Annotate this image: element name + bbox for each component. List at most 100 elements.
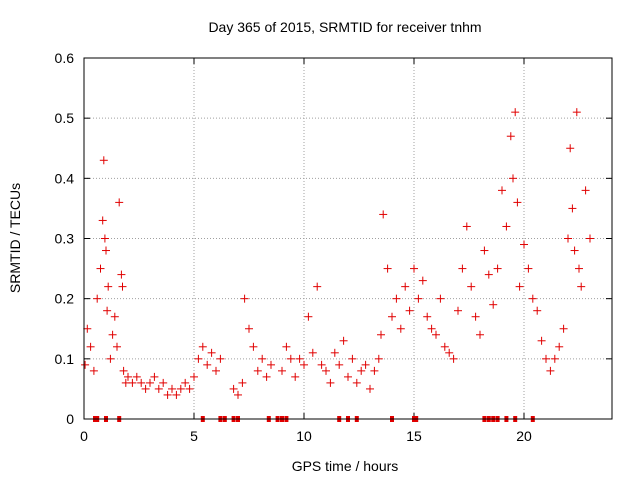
data-point: [511, 108, 520, 117]
data-point: [291, 372, 300, 381]
data-point: [361, 360, 370, 369]
data-point: [546, 366, 555, 375]
data-point: [96, 264, 105, 273]
data-point: [132, 372, 141, 381]
data-point: [480, 246, 489, 255]
data-point: [103, 306, 112, 315]
data-point: [570, 246, 579, 255]
data-point: [445, 348, 454, 357]
data-point: [513, 198, 522, 207]
y-tick-label: 0.4: [55, 170, 75, 186]
data-point: [198, 342, 207, 351]
data-point: [366, 384, 374, 393]
data-point: [440, 342, 449, 351]
data-point: [176, 384, 185, 393]
data-point: [432, 330, 440, 339]
data-point: [313, 282, 322, 291]
data-point: [110, 312, 119, 321]
data-point: [339, 336, 348, 345]
data-point: [586, 234, 594, 243]
data-point: [100, 234, 109, 243]
data-point: [282, 342, 291, 351]
data-point: [98, 216, 107, 225]
data-point: [172, 390, 181, 399]
x-tick-label: 15: [406, 428, 422, 444]
data-point: [262, 372, 271, 381]
data-point: [190, 372, 198, 381]
data-point: [454, 306, 462, 315]
data-point: [253, 366, 262, 375]
data-point: [238, 378, 247, 387]
data-point: [168, 384, 176, 393]
data-point: [575, 264, 583, 273]
data-point: [502, 222, 511, 231]
data-point: [106, 354, 115, 363]
data-point: [194, 354, 203, 363]
y-tick-label: 0: [66, 411, 74, 427]
x-axis-label: GPS time / hours: [292, 458, 399, 474]
data-point: [322, 366, 330, 375]
data-point: [383, 264, 392, 273]
data-point: [326, 378, 335, 387]
data-point: [267, 360, 275, 369]
data-point: [344, 372, 352, 381]
data-point: [436, 294, 445, 303]
x-tick-label: 5: [190, 428, 198, 444]
data-point: [401, 282, 410, 291]
data-point: [572, 108, 581, 117]
data-point: [154, 384, 163, 393]
data-point: [498, 186, 506, 195]
data-point: [308, 348, 317, 357]
data-point: [93, 294, 102, 303]
data-point: [357, 366, 366, 375]
data-point: [581, 186, 590, 195]
data-point: [506, 132, 515, 141]
data-point: [102, 246, 110, 255]
x-tick-label: 10: [296, 428, 312, 444]
data-point: [524, 264, 533, 273]
data-point: [410, 264, 418, 273]
data-point: [83, 324, 92, 333]
data-point: [108, 330, 117, 339]
data-point: [566, 144, 575, 153]
data-point: [234, 390, 242, 399]
data-point: [476, 330, 484, 339]
data-point: [104, 282, 113, 291]
data-point: [509, 174, 517, 183]
data-point: [458, 264, 467, 273]
data-point: [119, 366, 128, 375]
y-axis-label: SRMTID / TECUs: [7, 183, 23, 293]
data-point: [537, 336, 546, 345]
data-point: [86, 342, 95, 351]
data-point: [484, 270, 493, 279]
chart-title: Day 365 of 2015, SRMTID for receiver tnh…: [208, 19, 481, 35]
data-point: [159, 378, 168, 387]
data-point: [377, 330, 385, 339]
data-point: [203, 360, 212, 369]
data-point: [449, 354, 458, 363]
y-tick-label: 0.2: [55, 291, 75, 307]
data-point: [374, 354, 383, 363]
y-tick-label: 0.3: [55, 231, 75, 247]
x-tick-label: 20: [516, 428, 532, 444]
data-point: [115, 198, 124, 207]
data-point: [533, 306, 542, 315]
data-point: [405, 306, 414, 315]
data-point: [555, 342, 564, 351]
data-point: [124, 372, 132, 381]
data-point: [392, 294, 401, 303]
data-point: [564, 234, 572, 243]
data-point: [207, 348, 216, 357]
data-point: [427, 324, 436, 333]
data-point: [163, 390, 172, 399]
data-point: [304, 312, 313, 321]
data-point: [515, 282, 524, 291]
data-point: [117, 270, 126, 279]
data-point: [577, 282, 586, 291]
data-point: [118, 282, 127, 291]
data-points: [81, 108, 594, 422]
data-point: [467, 282, 476, 291]
data-point: [528, 294, 537, 303]
data-point: [141, 384, 150, 393]
data-point: [212, 366, 220, 375]
